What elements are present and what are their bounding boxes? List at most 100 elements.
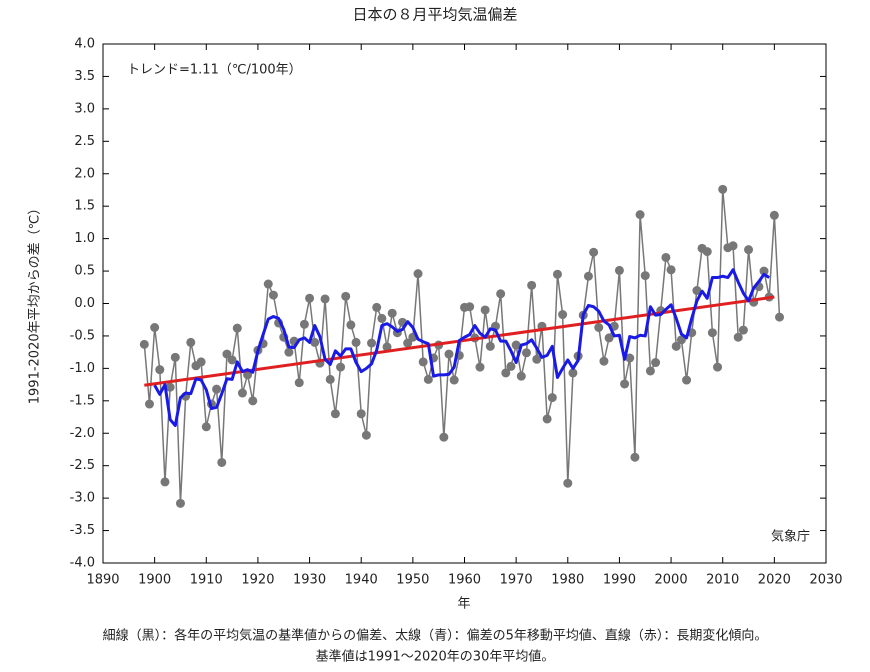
- series-line: [153, 268, 770, 427]
- x-tick-label: 1960: [448, 573, 481, 588]
- data-point: [155, 365, 165, 375]
- data-point: [516, 371, 526, 381]
- data-point: [589, 247, 599, 257]
- y-tick-label: 3.5: [74, 69, 95, 84]
- data-point: [212, 384, 222, 394]
- x-tick-label: 1950: [396, 573, 429, 588]
- data-point: [635, 210, 645, 220]
- x-axis-label: 年: [457, 597, 470, 612]
- data-point: [718, 184, 728, 194]
- data-point: [294, 378, 304, 388]
- data-point: [299, 319, 309, 329]
- data-point: [449, 375, 459, 385]
- y-tick-label: -2.5: [70, 458, 95, 473]
- data-point: [552, 269, 562, 279]
- x-tick-label: 1970: [500, 573, 533, 588]
- data-point: [196, 357, 206, 367]
- data-point: [485, 341, 495, 351]
- chart-title: 日本の８月平均気温偏差: [352, 6, 517, 24]
- data-point: [583, 271, 593, 281]
- data-point: [769, 210, 779, 220]
- x-tick-label: 2020: [758, 573, 791, 588]
- data-point: [160, 477, 170, 487]
- data-point: [444, 349, 454, 359]
- data-point: [692, 286, 702, 296]
- data-point: [568, 368, 578, 378]
- data-point: [496, 289, 506, 299]
- data-point: [563, 478, 573, 488]
- data-point: [377, 313, 387, 323]
- data-point: [144, 399, 154, 409]
- data-point: [170, 352, 180, 362]
- data-point: [387, 308, 397, 318]
- data-point: [558, 310, 568, 320]
- data-point: [165, 382, 175, 392]
- series-line: [143, 188, 781, 505]
- data-point: [325, 374, 335, 384]
- data-point: [237, 388, 247, 398]
- data-point: [676, 335, 686, 345]
- data-point: [284, 347, 294, 357]
- data-point: [630, 452, 640, 462]
- y-tick-label: -1.5: [70, 393, 95, 408]
- x-tick-label: 1920: [241, 573, 274, 588]
- data-point: [744, 245, 754, 255]
- data-point: [201, 422, 211, 432]
- data-point: [713, 362, 723, 372]
- data-point: [707, 328, 717, 338]
- data-point: [268, 290, 278, 300]
- data-point: [666, 265, 676, 275]
- data-point: [150, 323, 160, 333]
- x-tick-label: 1940: [345, 573, 378, 588]
- data-point: [243, 370, 253, 380]
- data-point: [336, 362, 346, 372]
- data-point: [356, 409, 366, 419]
- y-tick-label: -3.0: [70, 491, 95, 506]
- data-point: [604, 333, 614, 343]
- data-point: [330, 409, 340, 419]
- data-point: [614, 265, 624, 275]
- data-point: [661, 252, 671, 262]
- data-point: [372, 302, 382, 312]
- data-point: [640, 271, 650, 281]
- data-point: [367, 338, 377, 348]
- data-point: [465, 302, 475, 312]
- y-tick-label: 1.0: [74, 231, 95, 246]
- caption: 基準値は1991〜2020年の30年平均値。: [316, 649, 555, 665]
- y-tick-label: 1.5: [74, 199, 95, 214]
- data-point: [423, 374, 433, 384]
- y-axis-label: 1991-2020年平均からの差（℃）: [28, 202, 43, 404]
- data-point: [361, 430, 371, 440]
- data-point: [227, 355, 237, 365]
- y-tick-label: 0.0: [74, 296, 95, 311]
- data-point: [320, 294, 330, 304]
- y-tick-label: 2.0: [74, 166, 95, 181]
- x-tick-label: 1980: [551, 573, 584, 588]
- x-tick-label: 2010: [706, 573, 739, 588]
- data-point: [645, 366, 655, 376]
- data-point: [382, 342, 392, 352]
- x-tick-label: 1890: [86, 573, 119, 588]
- data-point: [418, 357, 428, 367]
- x-tick-label: 1910: [190, 573, 223, 588]
- data-point: [217, 457, 227, 467]
- data-point: [232, 323, 242, 333]
- data-point: [346, 320, 356, 330]
- data-point: [403, 338, 413, 348]
- data-point: [775, 312, 785, 322]
- data-point: [305, 293, 315, 303]
- data-point: [532, 354, 542, 364]
- data-point: [506, 361, 516, 371]
- data-point: [222, 349, 232, 359]
- y-tick-label: -4.0: [70, 556, 95, 571]
- data-point: [682, 375, 692, 385]
- data-point: [527, 280, 537, 290]
- trend-annotation: トレンド=1.11（℃/100年）: [127, 63, 302, 78]
- data-point: [413, 269, 423, 279]
- y-tick-label: 0.5: [74, 264, 95, 279]
- x-tick-label: 1990: [603, 573, 636, 588]
- data-point: [248, 396, 258, 406]
- y-tick-label: 3.0: [74, 101, 95, 116]
- y-tick-label: -1.0: [70, 361, 95, 376]
